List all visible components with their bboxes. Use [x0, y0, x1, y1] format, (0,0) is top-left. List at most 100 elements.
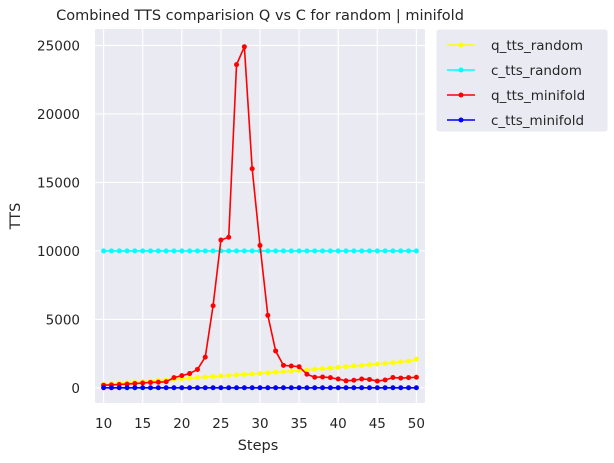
data-point-q_tts_random [343, 364, 349, 370]
data-point-q_tts_minifold [210, 303, 216, 309]
data-point-c_tts_random [194, 248, 200, 254]
y-tick-label: 5000 [46, 312, 80, 328]
data-point-q_tts_random [226, 373, 232, 379]
data-point-q_tts_minifold [163, 379, 169, 385]
data-point-q_tts_minifold [280, 362, 286, 368]
data-point-q_tts_minifold [155, 379, 161, 385]
x-axis-label: Steps [238, 438, 279, 454]
data-point-q_tts_minifold [366, 376, 372, 382]
data-point-c_tts_minifold [194, 385, 200, 391]
y-tick-label: 0 [71, 381, 80, 397]
data-point-q_tts_minifold [296, 364, 302, 370]
data-point-c_tts_random [288, 248, 294, 254]
x-tick-label: 30 [251, 416, 268, 432]
data-point-c_tts_minifold [312, 385, 318, 391]
data-point-q_tts_random [280, 369, 286, 375]
data-point-q_tts_minifold [140, 380, 146, 386]
data-point-q_tts_random [288, 368, 294, 374]
data-point-q_tts_random [382, 360, 388, 366]
data-point-c_tts_minifold [249, 385, 255, 391]
data-point-q_tts_random [312, 366, 318, 372]
data-point-q_tts_random [210, 374, 216, 380]
data-point-q_tts_minifold [327, 375, 333, 381]
data-point-q_tts_random [374, 361, 380, 367]
data-point-q_tts_random [202, 374, 208, 380]
data-point-q_tts_minifold [343, 378, 349, 384]
data-point-c_tts_minifold [351, 385, 357, 391]
data-point-q_tts_random [273, 369, 279, 375]
data-point-c_tts_random [374, 248, 380, 254]
y-tick-label: 20000 [37, 107, 80, 123]
data-point-c_tts_minifold [163, 385, 169, 391]
data-point-c_tts_random [390, 248, 396, 254]
x-tick-label: 45 [369, 416, 386, 432]
data-point-q_tts_random [359, 362, 365, 368]
data-point-c_tts_minifold [343, 385, 349, 391]
data-point-c_tts_minifold [148, 385, 154, 391]
data-point-c_tts_minifold [257, 385, 263, 391]
data-point-c_tts_minifold [382, 385, 388, 391]
data-point-c_tts_random [304, 248, 310, 254]
data-point-c_tts_minifold [210, 385, 216, 391]
data-point-c_tts_random [132, 248, 138, 254]
x-tick-label: 25 [212, 416, 229, 432]
data-point-q_tts_random [304, 367, 310, 373]
data-point-q_tts_minifold [132, 381, 138, 387]
data-point-q_tts_minifold [320, 374, 326, 380]
data-point-c_tts_random [280, 248, 286, 254]
data-point-c_tts_random [171, 248, 177, 254]
legend: q_tts_random c_tts_random q_tts_minifold c_… [435, 28, 609, 133]
data-point-q_tts_random [187, 375, 193, 381]
data-point-q_tts_minifold [265, 312, 271, 318]
x-tick-label: 50 [408, 416, 425, 432]
data-point-c_tts_random [101, 248, 107, 254]
data-point-q_tts_minifold [194, 366, 200, 372]
series-group [101, 44, 419, 391]
data-point-q_tts_minifold [413, 374, 419, 380]
data-point-q_tts_random [241, 372, 247, 377]
data-point-q_tts_random [234, 372, 240, 378]
data-point-q_tts_minifold [351, 377, 357, 383]
data-point-c_tts_random [187, 248, 193, 254]
data-point-c_tts_minifold [413, 385, 419, 391]
data-point-c_tts_minifold [218, 385, 224, 391]
data-point-q_tts_minifold [148, 379, 154, 385]
data-point-c_tts_minifold [265, 385, 271, 391]
data-point-q_tts_random [249, 371, 255, 377]
data-point-c_tts_random [210, 248, 216, 254]
legend-frame [435, 28, 609, 133]
data-point-q_tts_random [327, 365, 333, 371]
data-point-c_tts_minifold [179, 385, 185, 391]
data-point-c_tts_minifold [202, 385, 208, 391]
data-point-c_tts_random [202, 248, 208, 254]
data-point-c_tts_random [406, 248, 412, 254]
legend-marker [458, 92, 464, 98]
data-point-c_tts_minifold [406, 385, 412, 391]
data-point-c_tts_random [265, 248, 271, 254]
legend-marker [458, 42, 464, 48]
chart-title: Combined TTS comparision Q vs C for rand… [56, 8, 464, 24]
data-point-c_tts_random [249, 248, 255, 254]
data-point-q_tts_minifold [171, 375, 177, 381]
data-point-c_tts_random [140, 248, 146, 254]
data-point-q_tts_minifold [335, 376, 341, 382]
data-point-c_tts_random [179, 248, 185, 254]
data-point-q_tts_random [351, 363, 357, 369]
data-point-q_tts_random [406, 358, 412, 364]
data-point-c_tts_random [398, 248, 404, 254]
data-point-q_tts_minifold [249, 166, 255, 172]
y-tick-label: 25000 [37, 38, 80, 54]
data-point-q_tts_random [398, 359, 404, 365]
data-point-q_tts_minifold [382, 377, 388, 383]
data-point-c_tts_minifold [108, 385, 114, 391]
data-point-c_tts_minifold [359, 385, 365, 391]
data-point-q_tts_random [257, 370, 263, 376]
data-point-q_tts_minifold [312, 374, 318, 380]
data-point-q_tts_minifold [359, 376, 365, 382]
data-point-c_tts_minifold [155, 385, 161, 391]
data-point-q_tts_minifold [124, 381, 130, 387]
data-point-q_tts_random [265, 370, 271, 376]
legend-marker [458, 67, 464, 73]
y-tick-label: 10000 [37, 244, 80, 260]
